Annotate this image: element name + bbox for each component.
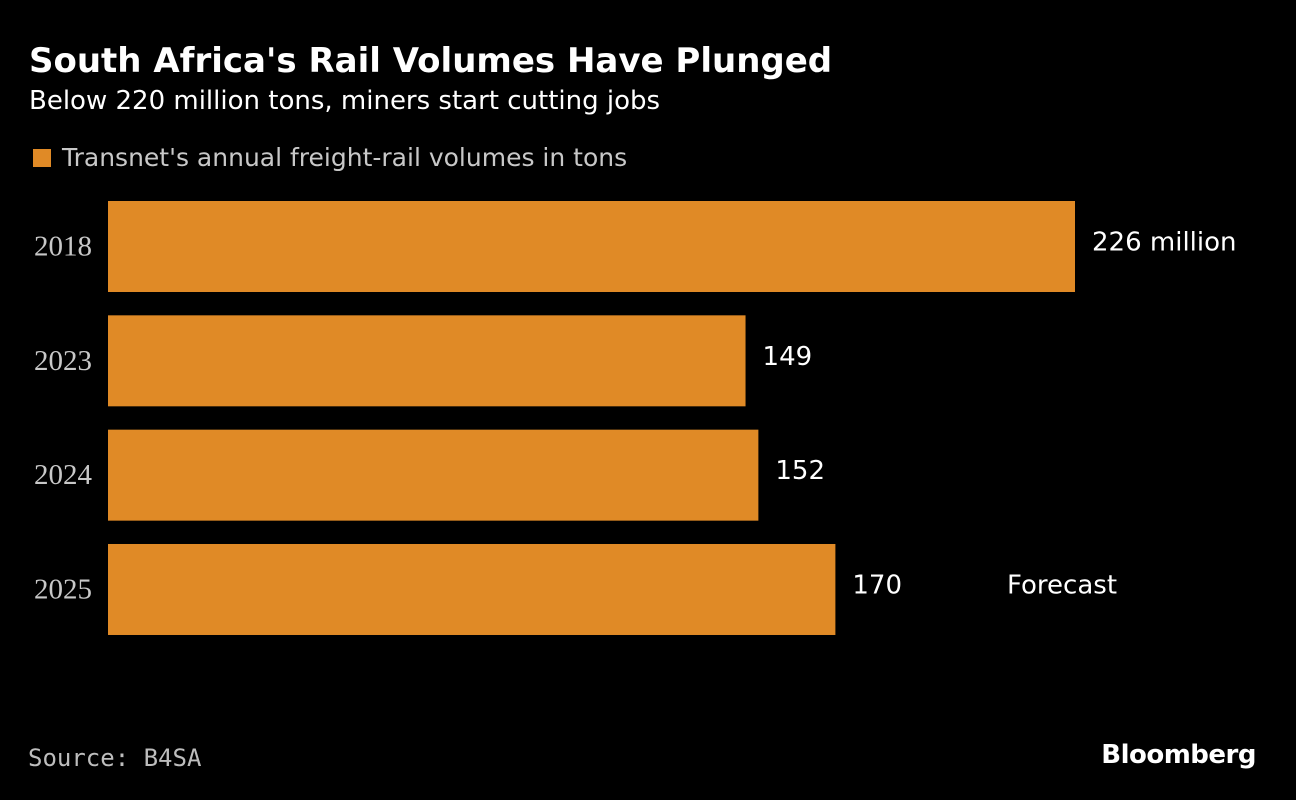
legend-swatch [33,149,51,167]
annotation-2025: Forecast [1007,570,1117,600]
chart-subtitle: Below 220 million tons, miners start cut… [29,86,661,116]
y-tick-label-2024: 2024 [34,459,93,491]
bar-2025 [108,543,836,635]
y-tick-label-2023: 2023 [34,345,92,377]
bloomberg-logo: Bloomberg [1101,740,1256,770]
data-label-2023: 149 [763,342,813,372]
y-tick-label-2018: 2018 [34,231,92,263]
bar-2018 [108,201,1075,292]
data-label-2024: 152 [775,456,825,486]
data-label-2018: 226 million [1092,228,1237,258]
bar-2024 [108,429,759,521]
source-note: Source: B4SA [28,744,202,772]
legend-label: Transnet's annual freight-rail volumes i… [62,143,628,172]
y-tick-label-2025: 2025 [34,573,92,605]
data-label-2025: 170 [852,570,902,600]
chart-title: South Africa's Rail Volumes Have Plunged [29,41,833,81]
legend: Transnet's annual freight-rail volumes i… [33,141,627,175]
bar-2023 [108,315,746,407]
